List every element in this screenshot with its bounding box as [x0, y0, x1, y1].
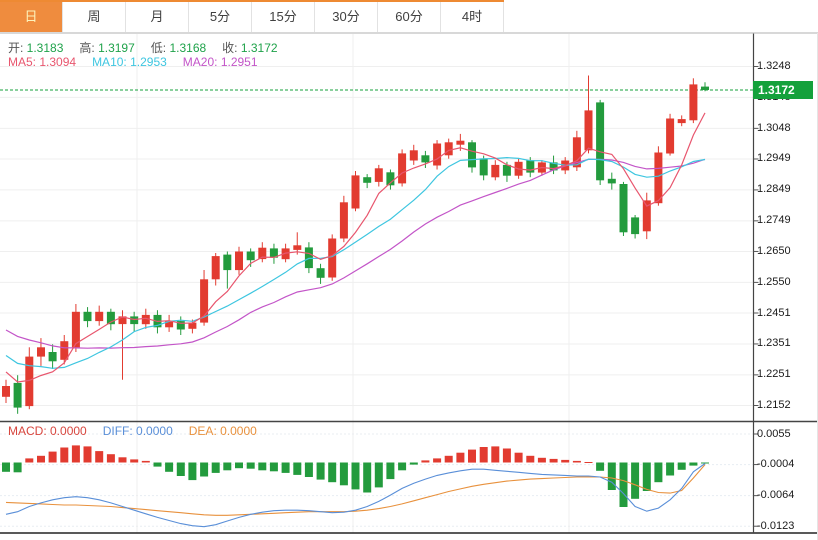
price-tick-label: 1.2650 — [757, 244, 791, 257]
ohlc-header: 开: 1.3183 高: 1.3197 低: 1.3168 收: 1.3172 — [8, 39, 294, 56]
tab-5min[interactable]: 5分 — [189, 2, 252, 32]
tab-30min[interactable]: 30分 — [315, 2, 378, 32]
macd-item-2: DEA: 0.0000 — [188, 424, 257, 438]
tab-month[interactable]: 月 — [126, 2, 189, 32]
price-tick-label: 1.2351 — [757, 337, 791, 350]
price-tick-label: 1.2550 — [757, 275, 791, 288]
ohlc-item-0: 开: 1.3183 — [8, 41, 64, 55]
ohlc-item-2: 低: 1.3168 — [150, 41, 207, 55]
tab-15min[interactable]: 15分 — [252, 2, 315, 32]
tab-4hour[interactable]: 4时 — [441, 2, 504, 32]
candlestick-series — [2, 75, 709, 414]
price-tick-label: 1.2949 — [757, 152, 791, 165]
price-tick-label: 1.2849 — [757, 183, 791, 196]
price-tick-label: 1.2451 — [757, 306, 791, 319]
tab-60min[interactable]: 60分 — [378, 2, 441, 32]
tab-day[interactable]: 日 — [0, 2, 63, 32]
price-tick-label: 1.3248 — [757, 60, 791, 72]
dea-line — [5, 464, 706, 516]
ma-header: MA5: 1.3094 MA10: 1.2953 MA20: 1.2951 — [8, 55, 274, 69]
ma5-line — [5, 112, 706, 383]
period-tabbar: 日周月 5分 15分 30分 60分 4时 — [0, 0, 818, 33]
macd-tick-label: -0.0004 — [757, 458, 795, 471]
price-tick-label: 1.2749 — [757, 214, 791, 227]
current-price-badge: 1.3172 — [753, 81, 813, 99]
price-tick-label: 1.2152 — [757, 398, 791, 411]
macd-item-1: DIFF: 0.0000 — [102, 424, 173, 438]
macd-tick-label: 0.0055 — [757, 427, 791, 440]
ma10-line — [5, 156, 706, 369]
ma-item-1: MA10: 1.2953 — [92, 55, 167, 69]
diff-line — [5, 463, 706, 528]
macd-histogram — [2, 445, 709, 507]
ohlc-item-3: 收: 1.3172 — [222, 41, 278, 55]
ohlc-item-1: 高: 1.3197 — [79, 41, 135, 55]
price-tick-label: 1.3048 — [757, 121, 791, 134]
period-tabs: 日周月 5分 15分 30分 60分 4时 — [0, 0, 504, 34]
macd-header: MACD: 0.0000 DIFF: 0.0000 DEA: 0.0000 — [8, 424, 273, 438]
price-tick-label: 1.2251 — [757, 368, 791, 381]
macd-tick-label: -0.0064 — [757, 489, 795, 502]
ma-item-0: MA5: 1.3094 — [8, 55, 77, 69]
ma-item-2: MA20: 1.2951 — [182, 55, 258, 69]
tab-week[interactable]: 周 — [63, 2, 126, 32]
macd-tick-label: -0.0123 — [757, 519, 795, 532]
macd-item-0: MACD: 0.0000 — [8, 424, 87, 438]
